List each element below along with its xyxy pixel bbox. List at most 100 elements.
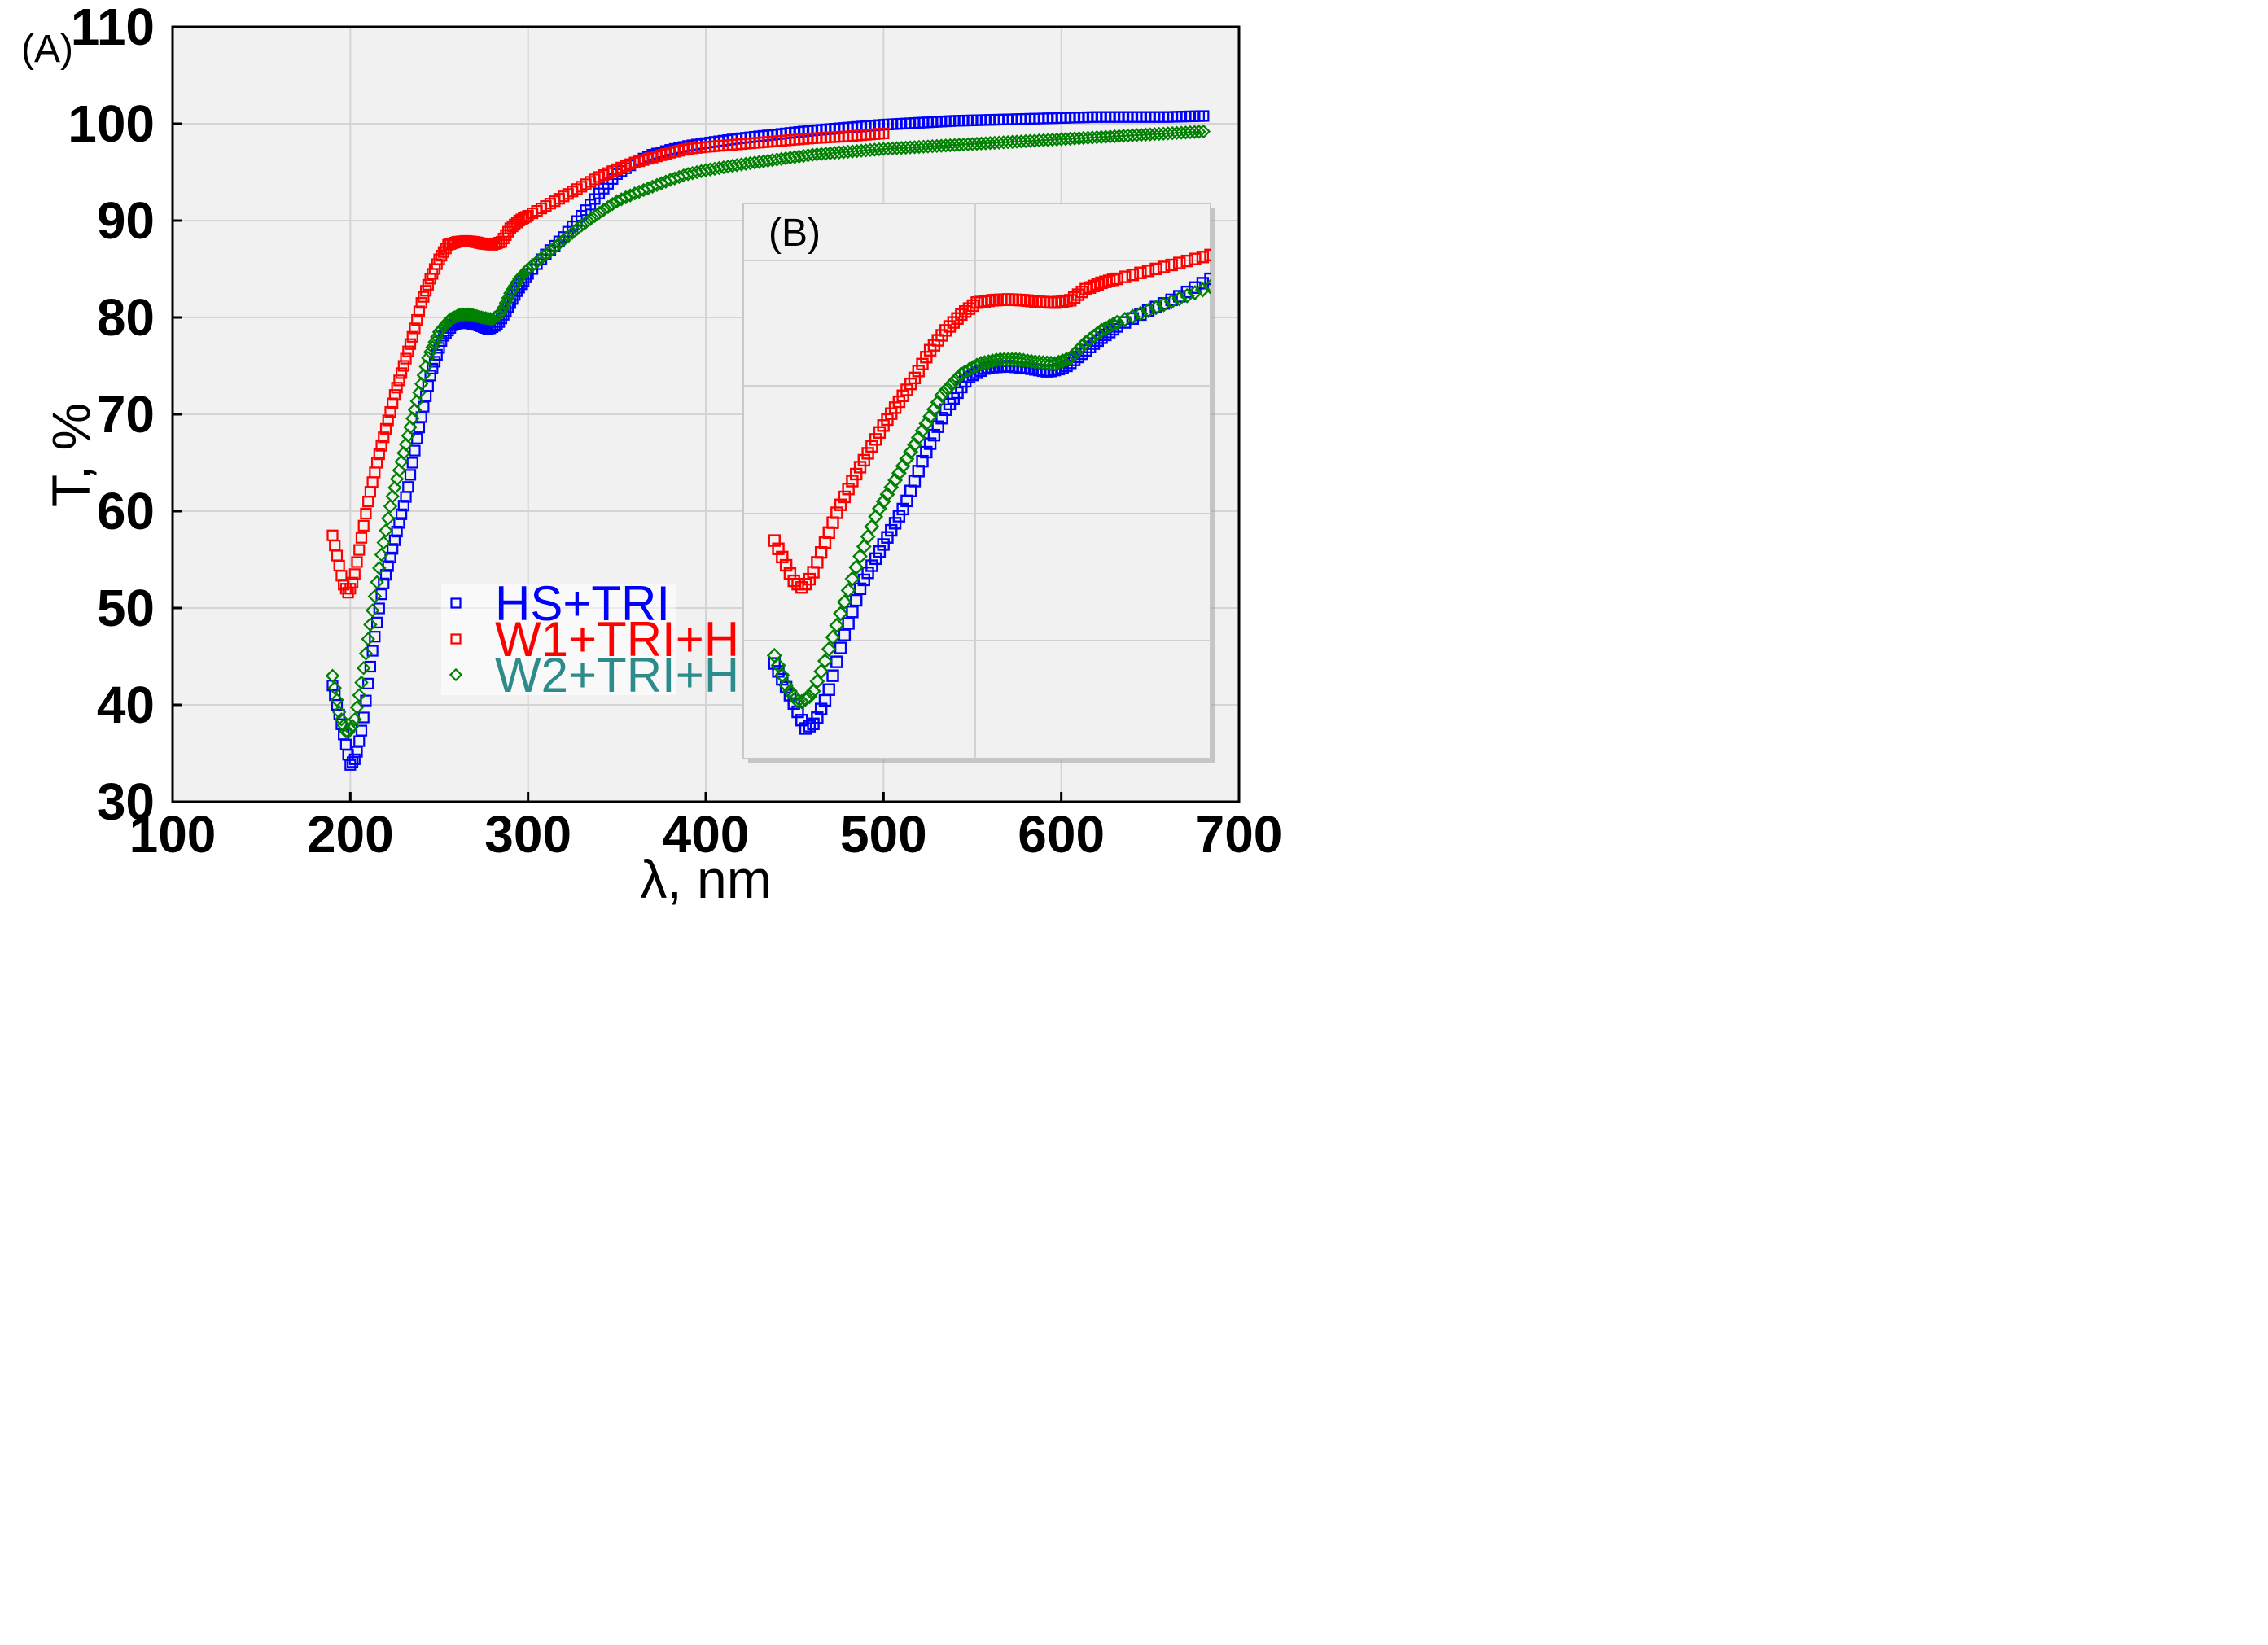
data-point [1180, 254, 1194, 268]
y-axis-label: T, % [41, 403, 101, 507]
data-point [842, 483, 855, 496]
data-point [361, 632, 375, 646]
data-point [561, 229, 576, 244]
data-point [384, 405, 396, 418]
data-point [403, 419, 418, 435]
data-point [836, 594, 852, 610]
data-point [1099, 275, 1112, 288]
data-point [529, 254, 545, 269]
data-point [396, 445, 411, 461]
data-point [1091, 278, 1104, 291]
data-point [920, 351, 933, 364]
data-point [850, 593, 863, 607]
data-point [352, 688, 367, 702]
data-point [349, 700, 365, 715]
data-point [942, 378, 958, 395]
data-point [373, 448, 385, 461]
data-point [1194, 282, 1211, 298]
data-point [547, 239, 563, 255]
data-point [791, 577, 804, 591]
y-tick-label: 80 [97, 288, 155, 347]
data-point [370, 575, 384, 590]
data-point [1141, 265, 1155, 278]
data-point [873, 545, 887, 558]
data-point [379, 569, 392, 581]
inset-series [766, 248, 1211, 735]
y-tick-label: 70 [97, 385, 155, 444]
data-point [383, 499, 398, 514]
data-point [348, 568, 361, 580]
data-point [934, 387, 950, 404]
data-point [1066, 346, 1083, 362]
data-point [848, 559, 865, 575]
data-point [1196, 251, 1210, 264]
data-point [846, 475, 859, 488]
data-point [362, 677, 374, 689]
data-point [387, 397, 399, 409]
data-point [357, 519, 370, 532]
data-point [920, 445, 933, 459]
data-point [389, 471, 405, 487]
data-point [857, 453, 870, 467]
data-point [358, 646, 374, 661]
data-point [943, 320, 957, 333]
data-point [1189, 252, 1202, 265]
data-point [1134, 266, 1147, 279]
data-point [768, 534, 781, 547]
data-point [348, 753, 361, 765]
data-point [1119, 316, 1132, 329]
data-point [1087, 279, 1101, 293]
data-point [838, 628, 852, 641]
data-point [378, 431, 390, 444]
data-point [1070, 342, 1086, 358]
data-point [1173, 256, 1186, 269]
data-point [427, 362, 439, 374]
data-point [404, 338, 417, 350]
data-point [519, 211, 532, 223]
data-point [864, 518, 880, 535]
data-point [398, 437, 414, 452]
data-point [364, 660, 376, 673]
data-point [525, 258, 540, 273]
data-point [1054, 352, 1071, 369]
data-point [422, 278, 434, 291]
data-point [830, 506, 843, 519]
data-point [1156, 296, 1172, 313]
data-point [852, 549, 868, 565]
data-point [846, 606, 859, 619]
data-point [587, 208, 602, 224]
data-point [375, 588, 387, 601]
data-point [951, 312, 964, 325]
data-point [1119, 270, 1132, 283]
data-point [605, 197, 620, 212]
x-tick-label: 200 [307, 805, 394, 864]
data-point [1140, 303, 1156, 319]
y-tick-label: 30 [97, 772, 155, 831]
data-point [534, 251, 549, 265]
data-point [1105, 317, 1121, 333]
data-point [370, 457, 383, 469]
data-point [380, 511, 396, 526]
data-point [372, 561, 387, 575]
data-point [798, 691, 814, 707]
data-point [1197, 110, 1210, 122]
data-point [355, 724, 368, 737]
data-point [1179, 287, 1195, 304]
data-point [860, 528, 876, 545]
data-point [927, 428, 941, 442]
data-point [1163, 294, 1180, 310]
data-point [850, 467, 863, 481]
legend-label: W2+TRI+HS [495, 648, 772, 702]
series-w2-tri-hs [325, 124, 1211, 740]
x-tick-label: 500 [840, 805, 927, 864]
data-point [795, 581, 808, 594]
data-point [450, 597, 462, 609]
y-tick-label: 60 [97, 482, 155, 540]
data-point [379, 422, 392, 435]
data-point [355, 532, 368, 544]
data-point [912, 365, 925, 378]
data-point [1187, 285, 1203, 301]
data-point [805, 683, 821, 699]
data-point [401, 428, 416, 444]
